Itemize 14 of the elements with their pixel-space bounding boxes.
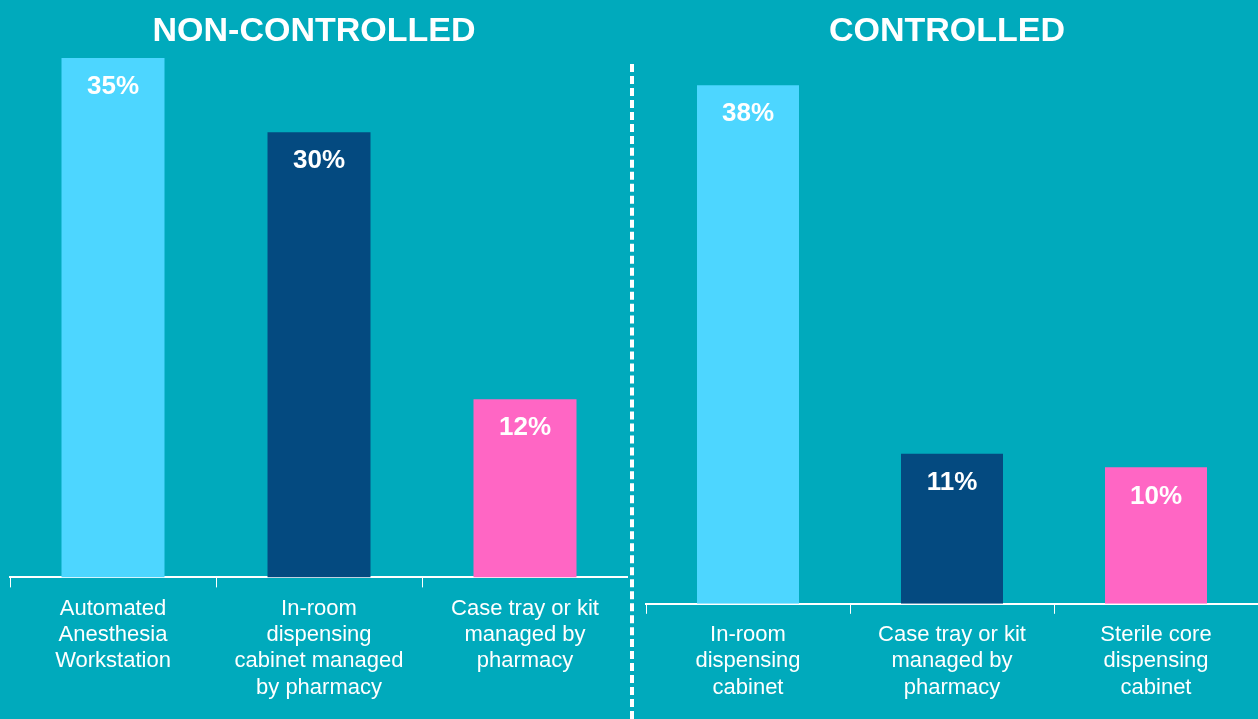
x-tick-label: Case tray or kit managed by pharmacy [878, 621, 1026, 699]
data-label: 35% [86, 70, 140, 101]
x-tick-label: Case tray or kit managed by pharmacy [451, 594, 599, 673]
data-label: 38% [721, 97, 775, 128]
data-label: 12% [498, 411, 552, 442]
data-label: 30% [292, 144, 346, 175]
x-tick-label: Automated Anesthesia Workstation [55, 594, 171, 673]
data-label: 10% [1129, 479, 1183, 510]
x-tick-label: Sterile core dispensing cabinet [1100, 621, 1212, 699]
x-tick-label: In-room dispensing cabinet [695, 621, 801, 699]
chart-title: CONTROLLED [827, 9, 1067, 50]
data-label: 11% [926, 465, 978, 496]
chart-title: NON-CONTROLLED [151, 9, 477, 50]
x-tick-label: In-room dispensing cabinet managed by pharmacy [234, 594, 404, 699]
